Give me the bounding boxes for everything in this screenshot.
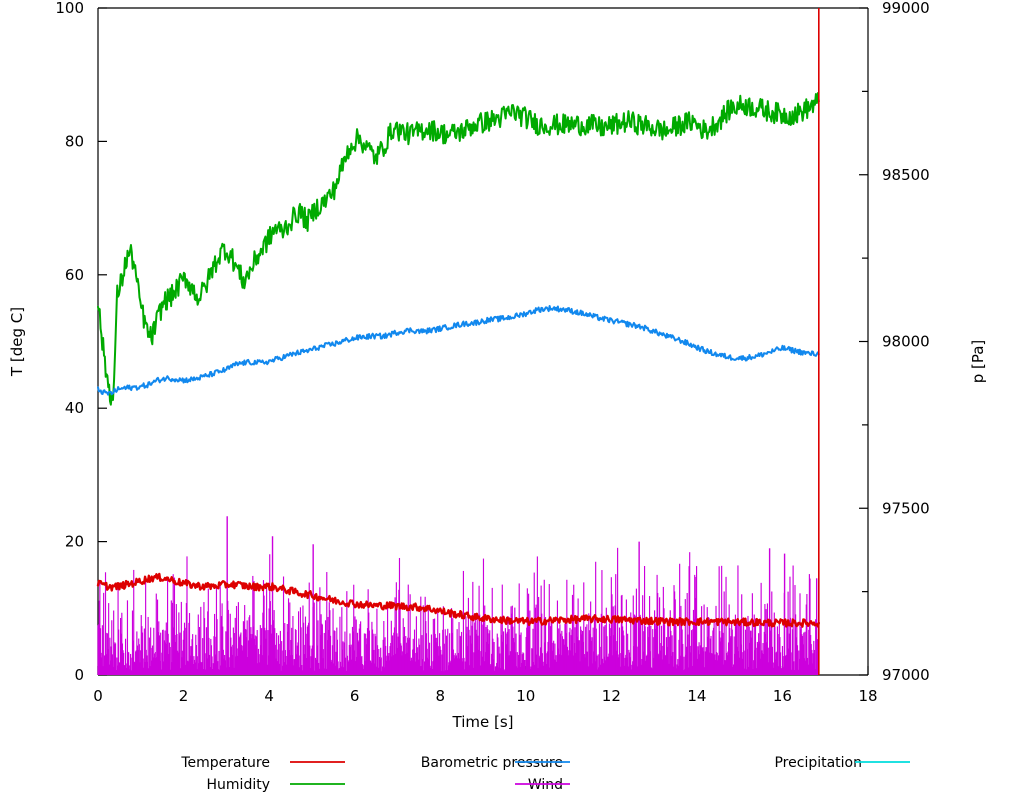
y-tick-label-left: 100 <box>55 0 84 17</box>
series-temperature <box>96 572 821 628</box>
y-tick-label-right: 97500 <box>882 499 930 517</box>
x-tick-label: 14 <box>687 687 706 705</box>
x-tick-label: 4 <box>264 687 274 705</box>
legend-label-humidity: Humidity <box>207 777 270 793</box>
legend-label-barometric-pressure: Barometric pressure <box>421 755 563 771</box>
legend-label-wind: Wind <box>528 777 563 793</box>
y-tick-label-left: 60 <box>65 266 84 284</box>
series-humidity <box>97 92 820 406</box>
series-barometric-pressure <box>97 305 820 396</box>
y-axis-left-title: T [deg C] <box>8 307 26 377</box>
legend-label-temperature: Temperature <box>180 755 270 771</box>
y-tick-label-left: 80 <box>65 132 84 150</box>
x-tick-label: 0 <box>93 687 103 705</box>
y-tick-label-left: 40 <box>65 399 84 417</box>
x-tick-label: 10 <box>516 687 535 705</box>
x-tick-label: 12 <box>602 687 621 705</box>
y-tick-label-right: 98000 <box>882 333 930 351</box>
legend-label-precipitation: Precipitation <box>774 755 862 771</box>
x-tick-label: 16 <box>773 687 792 705</box>
series-wind <box>97 516 819 675</box>
y-tick-label-right: 98500 <box>882 166 930 184</box>
y-tick-label-right: 97000 <box>882 666 930 684</box>
y-tick-label-left: 0 <box>74 666 84 684</box>
x-tick-label: 6 <box>350 687 360 705</box>
x-tick-label: 8 <box>435 687 445 705</box>
y-axis-right-title: p [Pa] <box>969 340 987 384</box>
x-tick-label: 2 <box>179 687 189 705</box>
x-axis-title: Time [s] <box>452 713 514 731</box>
y-tick-label-left: 20 <box>65 533 84 551</box>
x-tick-label: 18 <box>858 687 877 705</box>
y-tick-label-right: 99000 <box>882 0 930 17</box>
